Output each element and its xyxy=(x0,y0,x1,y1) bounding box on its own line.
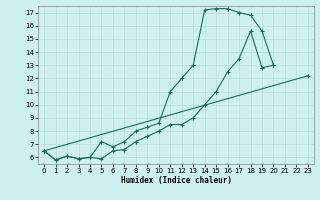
X-axis label: Humidex (Indice chaleur): Humidex (Indice chaleur) xyxy=(121,176,231,185)
